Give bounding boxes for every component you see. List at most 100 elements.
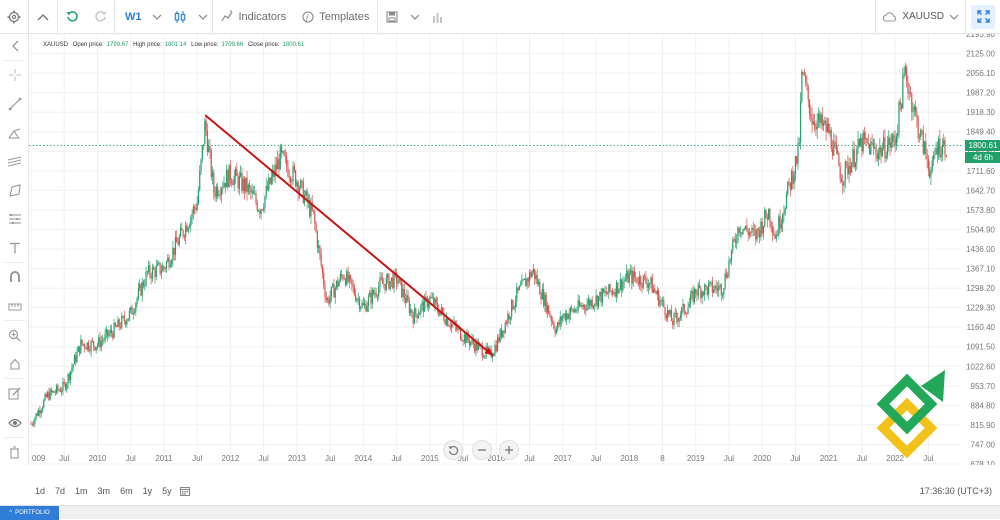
templates-icon: f bbox=[302, 10, 314, 23]
price-tick-label: 953.70 bbox=[971, 382, 996, 391]
candle-body bbox=[704, 284, 706, 296]
candle-body bbox=[944, 140, 946, 156]
range-button-1m[interactable]: 1m bbox=[75, 486, 88, 496]
candle-body bbox=[339, 274, 341, 282]
candle-body bbox=[568, 313, 570, 319]
timeframe-select[interactable]: W1 bbox=[115, 0, 148, 34]
candle-body bbox=[622, 282, 624, 291]
candle-body bbox=[546, 305, 549, 313]
redo-icon[interactable] bbox=[86, 0, 114, 34]
volume-bars-icon[interactable] bbox=[424, 0, 452, 34]
range-button-5y[interactable]: 5y bbox=[162, 486, 172, 496]
candle-body bbox=[675, 313, 678, 319]
candle-body bbox=[681, 307, 683, 316]
candle-body bbox=[176, 236, 178, 243]
candle-body bbox=[385, 278, 387, 291]
candle-body bbox=[684, 313, 687, 315]
candle-body bbox=[50, 389, 53, 393]
symbol-label: XAUUSD bbox=[902, 11, 944, 22]
candle-body bbox=[711, 281, 713, 293]
price-axis[interactable]: 2193.90 2125.00 2056.10 1987.20 1918.30 1849.… bbox=[966, 30, 996, 469]
indicators-button[interactable]: Indicators bbox=[213, 0, 295, 34]
save-layout-icon[interactable] bbox=[378, 0, 406, 34]
time-axis[interactable]: 009 Jul 2010 Jul 2011 Jul 2012 Jul 2013 Jul 2014 Ju… bbox=[32, 454, 934, 463]
sidebar-separator bbox=[4, 378, 25, 379]
candle-body bbox=[714, 285, 716, 291]
edit-drawings-icon[interactable] bbox=[0, 382, 29, 404]
templates-label: Templates bbox=[319, 10, 370, 23]
candle-body bbox=[840, 178, 843, 183]
candle-body bbox=[851, 162, 853, 173]
candle-body bbox=[866, 138, 868, 143]
calendar-icon[interactable] bbox=[179, 485, 191, 497]
trend-arrow-drawing[interactable] bbox=[204, 114, 494, 357]
settings-gear-icon[interactable] bbox=[0, 0, 28, 34]
trend-arrow-line[interactable] bbox=[204, 114, 494, 357]
layout-chevron-down-icon[interactable] bbox=[406, 0, 424, 34]
candle-body bbox=[709, 282, 711, 285]
fibonacci-tool-icon[interactable] bbox=[0, 208, 29, 230]
candle-body bbox=[600, 291, 602, 303]
chart-canvas[interactable]: 2193.90 2125.00 2056.10 1987.20 1918.30 1849.… bbox=[29, 30, 1000, 469]
candle-body bbox=[333, 283, 335, 298]
portfolio-tab[interactable]: ^ PORTFOLIO bbox=[0, 506, 59, 520]
zoom-in-icon[interactable] bbox=[0, 324, 29, 346]
range-button-3m[interactable]: 3m bbox=[97, 486, 111, 496]
shapes-tool-icon[interactable] bbox=[0, 180, 29, 202]
candle-body bbox=[86, 342, 88, 350]
range-button-1d[interactable]: 1d bbox=[35, 486, 46, 496]
candle-body bbox=[941, 144, 944, 155]
candle-body bbox=[277, 159, 279, 170]
chart-type-chevron-down-icon[interactable] bbox=[194, 0, 212, 34]
price-chart[interactable]: 2193.90 2125.00 2056.10 1987.20 1918.30 1849.… bbox=[29, 30, 1000, 469]
candle-body bbox=[773, 233, 775, 235]
candle-body bbox=[195, 208, 197, 211]
candle-body bbox=[853, 148, 855, 167]
price-tick-label: 1711.60 bbox=[967, 167, 996, 176]
candle-body bbox=[601, 288, 604, 303]
candle-body bbox=[679, 315, 681, 319]
candle-body bbox=[589, 299, 591, 306]
collapse-chevron-up-icon[interactable] bbox=[29, 0, 57, 34]
crosshair-icon[interactable] bbox=[0, 64, 29, 86]
timeframe-chevron-down-icon[interactable] bbox=[148, 0, 166, 34]
candle-body bbox=[379, 277, 381, 287]
candle-body bbox=[673, 313, 675, 325]
range-button-7d[interactable]: 7d bbox=[55, 486, 66, 496]
candle-body bbox=[693, 288, 696, 302]
range-button-6m[interactable]: 6m bbox=[120, 486, 133, 496]
pitchfork-tool-icon[interactable] bbox=[0, 122, 29, 144]
zoom-in-plus-icon[interactable] bbox=[499, 440, 519, 460]
candle-body bbox=[847, 162, 849, 175]
candle-body bbox=[826, 123, 828, 132]
candle-body bbox=[541, 288, 543, 300]
candle-body bbox=[321, 265, 324, 273]
candle-body bbox=[894, 139, 896, 146]
range-button-1y[interactable]: 1y bbox=[142, 486, 153, 496]
delete-drawings-trash-icon[interactable] bbox=[0, 441, 29, 463]
range-buttons: 1d 7d 1m 3m 6m 1y 5y bbox=[0, 486, 177, 496]
text-tool-icon[interactable] bbox=[0, 237, 29, 259]
channel-tool-icon[interactable] bbox=[0, 151, 29, 173]
trend-line-tool-icon[interactable] bbox=[0, 93, 29, 115]
lock-drawings-icon[interactable] bbox=[0, 353, 29, 375]
candle-body bbox=[449, 326, 451, 328]
candle-body bbox=[407, 295, 409, 301]
visibility-eye-icon[interactable] bbox=[0, 412, 29, 434]
measure-ruler-icon[interactable] bbox=[0, 295, 29, 317]
price-tick-label: 1987.20 bbox=[966, 89, 995, 98]
candle-body bbox=[792, 171, 794, 184]
undo-icon[interactable] bbox=[58, 0, 86, 34]
symbol-selector[interactable]: XAUUSD bbox=[876, 0, 965, 34]
candlestick-chart-type-icon[interactable] bbox=[166, 0, 194, 34]
reset-zoom-icon[interactable] bbox=[443, 440, 463, 460]
templates-button[interactable]: f Templates bbox=[294, 0, 377, 34]
sidebar-separator bbox=[4, 320, 25, 321]
collapse-sidebar-chevron-left-icon[interactable] bbox=[0, 35, 29, 57]
candle-body bbox=[903, 73, 905, 77]
fullscreen-expand-icon[interactable] bbox=[971, 4, 995, 29]
zoom-out-minus-icon[interactable] bbox=[472, 440, 492, 460]
magnet-tool-icon[interactable] bbox=[0, 266, 29, 288]
candle-body bbox=[545, 294, 547, 313]
candle-body bbox=[493, 354, 495, 357]
